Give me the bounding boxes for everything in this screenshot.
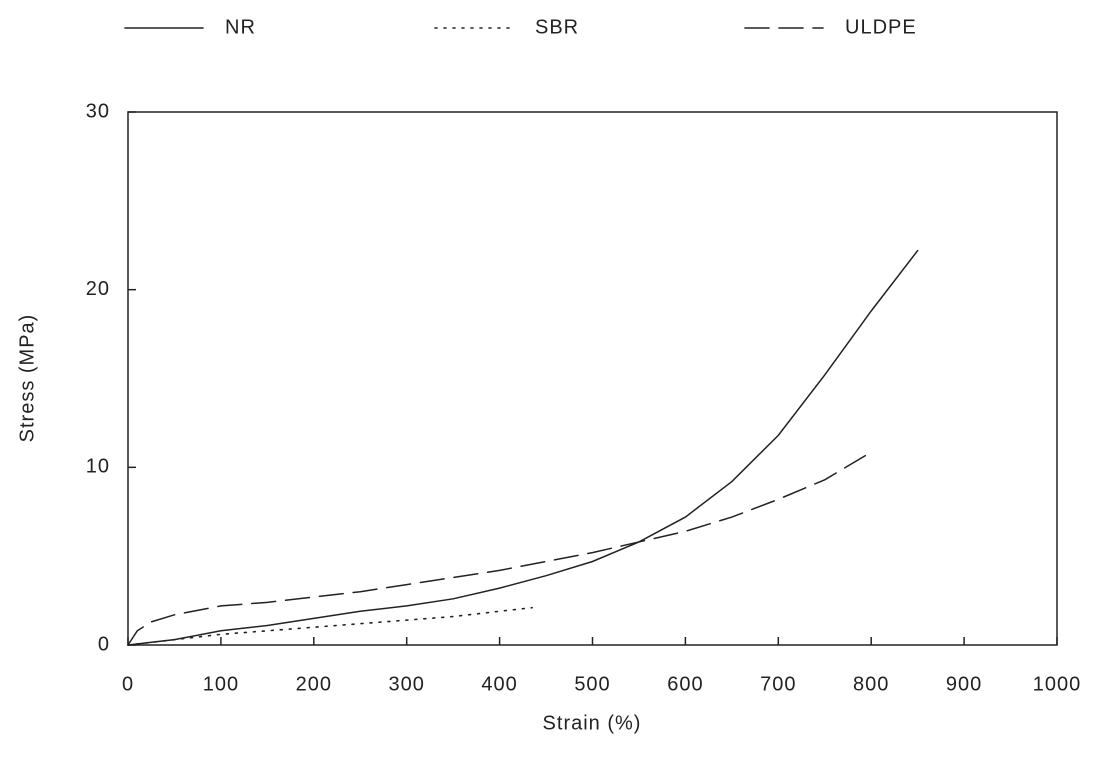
x-tick-label: 200 (296, 673, 332, 695)
x-tick-label: 800 (853, 673, 889, 695)
x-tick-label: 300 (389, 673, 425, 695)
y-tick-label: 10 (86, 456, 110, 478)
y-tick-label: 20 (86, 278, 110, 300)
x-tick-label: 700 (760, 673, 796, 695)
x-tick-label: 600 (667, 673, 703, 695)
x-tick-label: 100 (203, 673, 239, 695)
legend-label: ULDPE (845, 16, 917, 38)
series-line (127, 606, 533, 646)
legend-label: SBR (535, 16, 579, 38)
plot-frame (127, 111, 1058, 646)
legend-label: NR (225, 16, 256, 38)
y-axis-label: Stress (MPa) (16, 314, 38, 443)
x-axis-label: Strain (%) (543, 712, 642, 734)
x-tick-label: 900 (946, 673, 982, 695)
x-tick-label: 400 (481, 673, 517, 695)
x-tick-label: 500 (574, 673, 610, 695)
y-tick-label: 0 (98, 633, 110, 655)
y-tick-label: 30 (86, 100, 110, 122)
series-line (127, 249, 919, 646)
series-line (127, 454, 868, 646)
x-tick-label: 1000 (1033, 673, 1082, 695)
x-tick-label: 0 (122, 673, 134, 695)
